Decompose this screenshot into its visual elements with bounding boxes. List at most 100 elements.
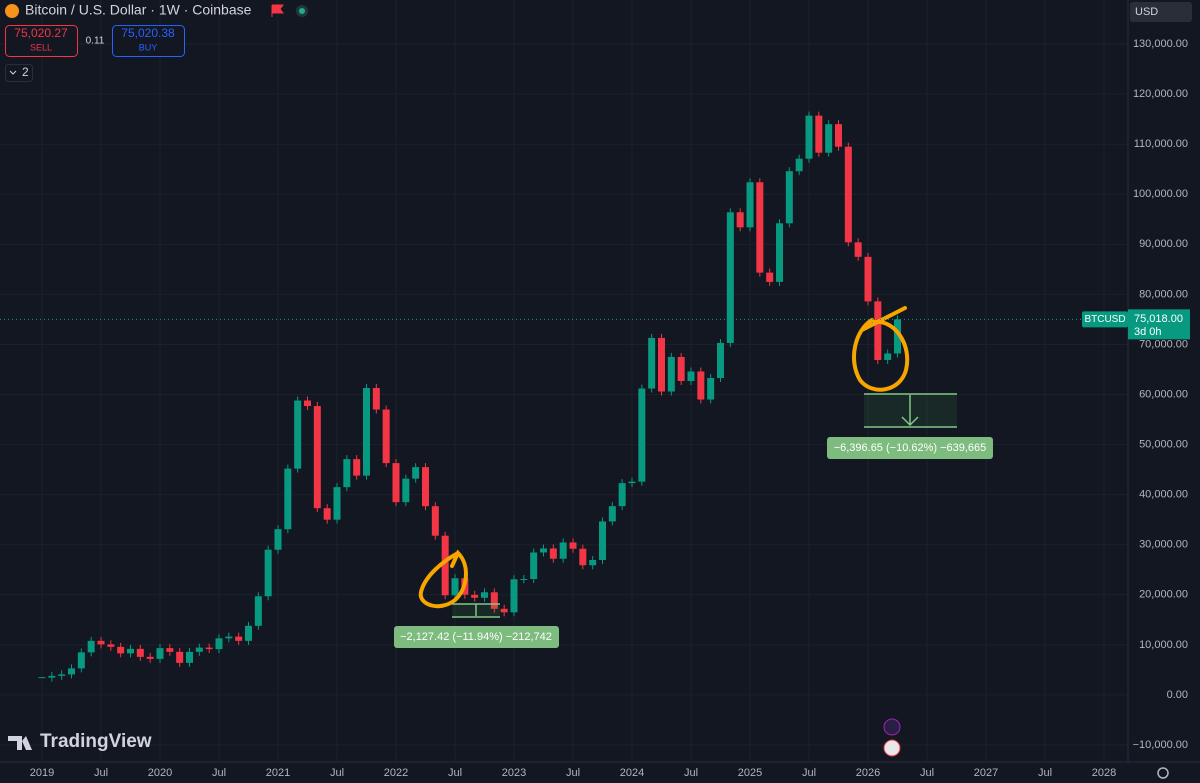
candle [333,487,341,520]
x-tick-label: Jul [94,767,108,779]
candle [658,337,665,392]
candle [372,388,380,410]
last-price-symbol-box [1082,311,1128,328]
settings-icon[interactable] [1157,767,1169,779]
candle [589,559,597,566]
logo-text[interactable]: TradingView [40,731,152,752]
x-tick-label: Jul [448,767,462,779]
measure-arrow [901,395,919,427]
y-tick-label: 70,000.00 [1139,338,1188,350]
x-tick-label: 2020 [148,767,172,779]
candle [785,171,793,224]
y-tick-label: 80,000.00 [1139,288,1188,300]
status-dot [299,8,305,14]
candle [648,337,656,389]
y-tick-label: 50,000.00 [1139,438,1188,450]
candle [628,481,636,484]
candle [894,319,901,354]
buy-button[interactable] [112,25,185,57]
x-tick-label: 2027 [974,767,998,779]
y-tick-label: 20,000.00 [1139,589,1188,601]
candle [687,371,695,381]
candle [520,579,528,581]
candle [235,636,243,641]
candle [864,256,872,302]
candle [599,521,606,560]
y-tick-label: 60,000.00 [1139,388,1188,400]
candle [481,592,488,598]
candles [38,111,901,682]
y-tick-label: 40,000.00 [1139,489,1188,501]
candle [402,478,410,503]
x-tick-label: Jul [920,767,934,779]
last-price-label: 75,018.00 [1134,313,1183,325]
last-price-symbol: BTCUSD [1084,314,1125,325]
candle [530,552,538,580]
x-tick-label: 2021 [266,767,290,779]
grid [0,0,1128,762]
candle [245,625,252,641]
candle [166,648,174,652]
candle [854,242,862,257]
currency-button[interactable] [1130,2,1192,22]
candle [667,356,675,392]
candle [156,648,164,659]
candle [835,124,842,147]
candle [97,640,105,645]
indicator-toggle[interactable] [5,64,33,82]
sell-price: 75,020.27 [14,26,68,40]
candle [264,549,272,597]
measure-label-box[interactable] [394,626,559,648]
measure-label: −6,396.65 (−10.62%) −639,665 [834,442,987,454]
candle [117,646,125,654]
candle [304,400,311,407]
sell-button[interactable] [5,25,78,57]
spread: 0.11 [86,36,105,47]
symbol-title[interactable]: Bitcoin / U.S. Dollar · 1W · Coinbase [25,2,252,18]
event-icon[interactable] [883,718,901,736]
x-tick-label: 2026 [856,767,880,779]
hand-drawing[interactable] [418,549,468,609]
event-icon[interactable] [883,739,901,757]
flag-icon[interactable] [271,4,284,17]
y-tick-label: 120,000.00 [1133,88,1188,100]
candle [490,592,498,609]
candle [638,388,646,482]
y-tick-label: −10,000.00 [1133,739,1188,751]
candle [215,638,223,650]
candle [844,146,852,243]
sell-label: SELL [30,42,52,52]
candle [87,640,95,653]
candle [313,406,321,509]
candle [195,647,203,652]
measure-label-box[interactable] [827,437,993,459]
candle [38,677,46,679]
candle [146,656,154,659]
candle [805,115,813,159]
candle [815,115,823,153]
last-price-box [1128,309,1190,340]
candle [697,371,705,400]
x-tick-label: 2025 [738,767,762,779]
x-tick-label: 2022 [384,767,408,779]
candle [874,301,882,360]
candle [540,548,547,553]
y-tick-label: 30,000.00 [1139,539,1188,551]
candle [127,648,134,654]
candle [795,158,803,172]
hand-drawing[interactable] [852,306,910,392]
candle [451,578,459,596]
y-tick-label: 130,000.00 [1133,38,1188,50]
candle [441,535,449,596]
candle [77,652,85,669]
candle [431,506,439,536]
candle [717,342,724,378]
candle [68,668,75,675]
candle [559,542,567,559]
candle [471,594,479,598]
symbol-icon [5,4,19,18]
candle [549,548,557,559]
candle [500,608,508,613]
candle [136,648,144,657]
